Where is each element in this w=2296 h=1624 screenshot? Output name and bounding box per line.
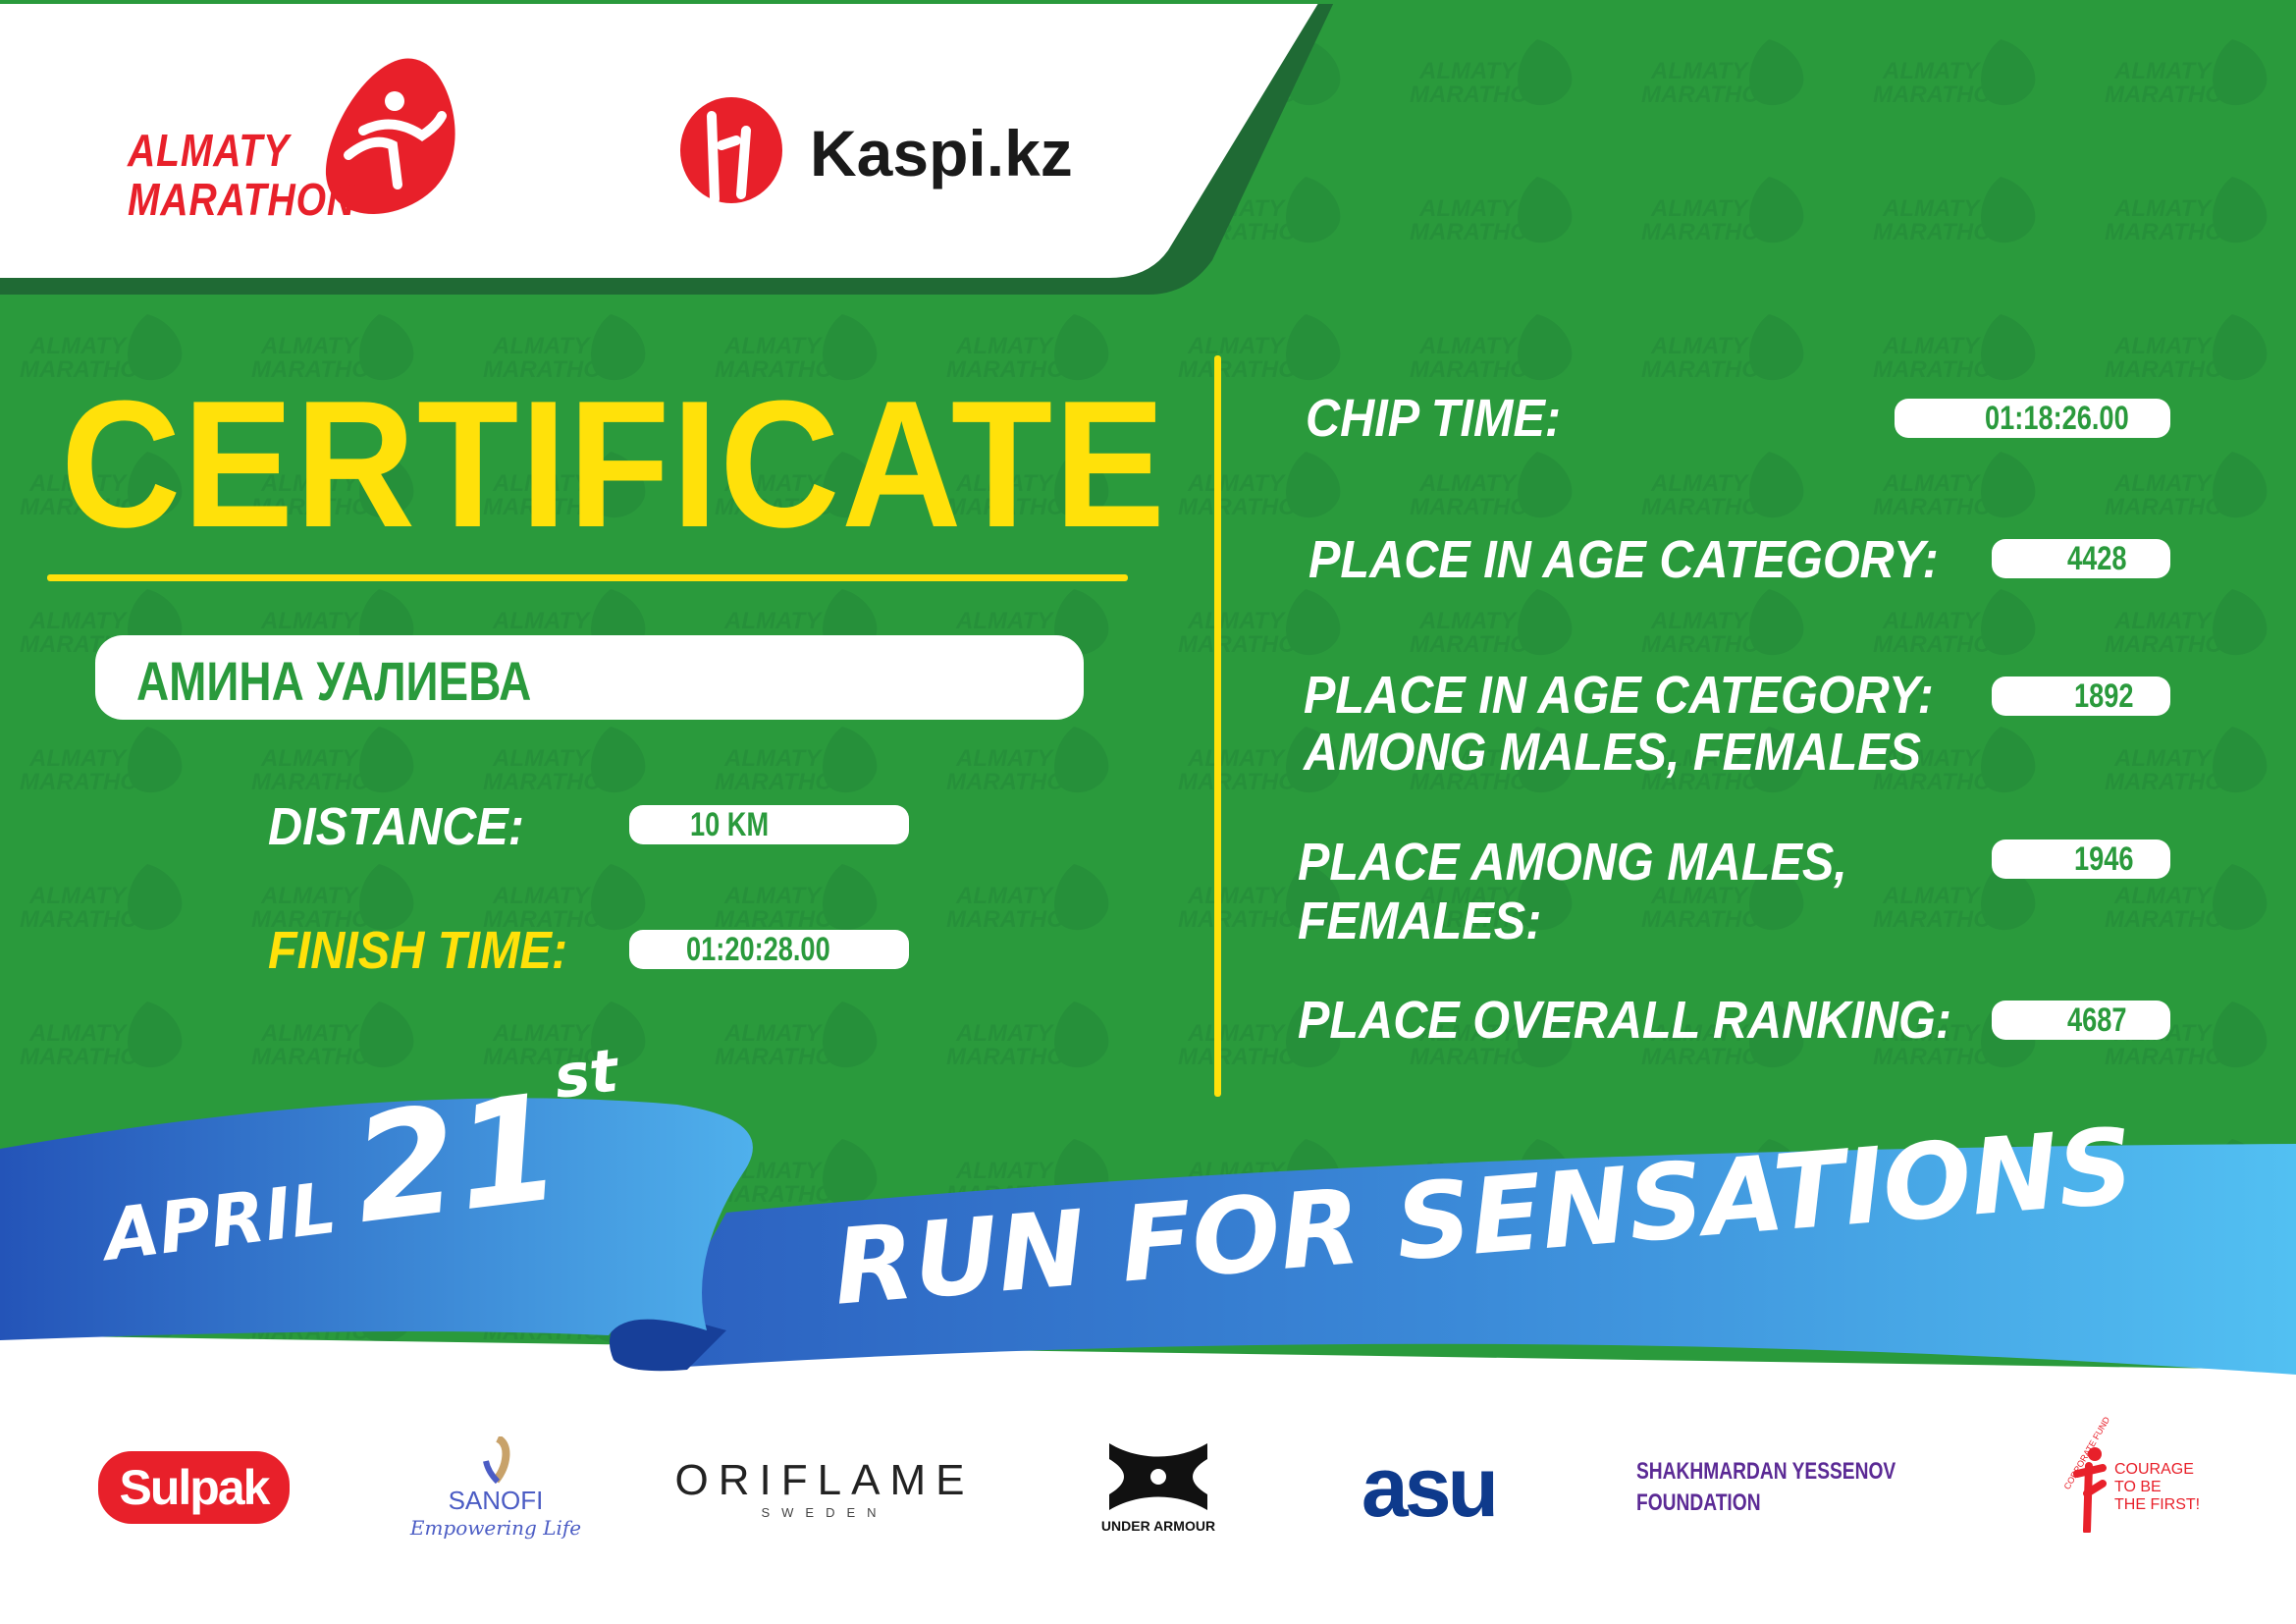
gender-place-value-box: 1946 [1992, 839, 2170, 879]
chip-time-label: CHIP TIME: [1306, 389, 1562, 448]
distance-value: 10 KM [690, 806, 770, 843]
oriflame-logo: ORIFLAME SWEDEN [675, 1414, 965, 1561]
courage-runner-icon [2073, 1447, 2107, 1533]
date-day: 21 [345, 1061, 569, 1258]
finish-time-label: FINISH TIME: [268, 921, 568, 980]
distance-value-box: 10 KM [629, 805, 909, 844]
sulpak-text: Sulpak [97, 1451, 291, 1524]
logo-text-almaty: ALMATY [128, 125, 291, 176]
participant-name-box: АМИНА УАЛИЕВА [95, 635, 1084, 720]
chip-time-value-box: 01:18:26.00 [1895, 399, 2170, 438]
asu-logo: asu [1345, 1414, 1512, 1561]
finish-time-value-box: 01:20:28.00 [629, 930, 909, 969]
column-divider [1214, 355, 1221, 1097]
almaty-marathon-logo: ALMATY MARATHON [128, 57, 461, 234]
overall-ranking-value: 4687 [2067, 1001, 2127, 1039]
gender-place-label-line1: PLACE AMONG MALES, [1298, 833, 1847, 892]
courage-fund-logo: CORPORATE FUND COURAGE TO BE THE FIRST! [2052, 1414, 2218, 1561]
date-suffix: st [550, 1036, 622, 1113]
courage-text-line1: COURAGE [2114, 1461, 2194, 1478]
logo-text-marathon: MARATHON [128, 174, 355, 225]
yessenov-text-line1: SHAKHMARDAN YESSENOV [1636, 1458, 1896, 1485]
kaspi-text: Kaspi.kz [810, 117, 1073, 189]
overall-ranking-value-box: 4687 [1992, 1001, 2170, 1040]
sanofi-logo: SANOFI Empowering Life [407, 1414, 584, 1561]
age-category-value-box: 4428 [1992, 539, 2170, 578]
kaspi-logo: Kaspi.kz [677, 96, 1073, 209]
courage-text-line3: THE FIRST! [2114, 1496, 2201, 1513]
asu-text: asu [1361, 1439, 1499, 1535]
runner-drop-icon [325, 58, 455, 214]
chip-time-value: 01:18:26.00 [1985, 400, 2129, 437]
oriflame-sub: SWEDEN [761, 1504, 888, 1520]
courage-text-line2: TO BE [2114, 1479, 2162, 1495]
overall-ranking-label: PLACE OVERALL RANKING: [1298, 991, 1952, 1050]
finish-time-value: 01:20:28.00 [686, 931, 830, 968]
under-armour-text: UNDER ARMOUR [1100, 1518, 1216, 1534]
age-category-gender-value-box: 1892 [1992, 677, 2170, 716]
gender-place-label-line2: FEMALES: [1298, 892, 1542, 950]
distance-label: DISTANCE: [268, 797, 524, 856]
under-armour-logo: UNDER ARMOUR [1070, 1414, 1247, 1561]
sulpak-logo: Sulpak [88, 1414, 299, 1561]
yessenov-foundation-logo: SHAKHMARDAN YESSENOV FOUNDATION [1615, 1414, 1949, 1561]
age-category-gender-label-line1: PLACE IN AGE CATEGORY: [1304, 666, 1934, 725]
title-divider [47, 574, 1128, 581]
participant-name: АМИНА УАЛИЕВА [136, 650, 532, 712]
age-category-gender-label-line2: AMONG MALES, FEMALES [1304, 723, 1922, 782]
age-category-label: PLACE IN AGE CATEGORY: [1308, 530, 1939, 589]
gender-place-value: 1946 [2074, 840, 2134, 878]
under-armour-icon [1109, 1443, 1207, 1510]
certificate-title: CERTIFICATE [61, 362, 1167, 565]
age-category-value: 4428 [2067, 540, 2127, 577]
sanofi-swirl-icon [483, 1435, 510, 1484]
kaspi-people-icon [680, 97, 782, 204]
yessenov-text-line2: FOUNDATION [1636, 1489, 1761, 1516]
age-category-gender-value: 1892 [2074, 677, 2134, 715]
sanofi-text: SANOFI [448, 1485, 544, 1515]
sanofi-tagline: Empowering Life [409, 1515, 582, 1540]
oriflame-text: ORIFLAME [674, 1455, 975, 1504]
